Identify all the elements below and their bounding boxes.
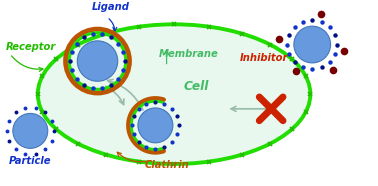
Circle shape [294,26,331,63]
Text: Inhibitor: Inhibitor [240,53,288,63]
Circle shape [77,41,118,81]
Text: Particle: Particle [9,156,51,166]
Circle shape [138,108,173,143]
Circle shape [13,113,48,148]
Ellipse shape [38,24,310,164]
Text: Membrane: Membrane [159,49,219,59]
Text: Ligand: Ligand [91,2,130,12]
Text: Cell: Cell [184,81,209,93]
Text: Clathrin: Clathrin [144,160,189,170]
Text: Receptor: Receptor [6,42,56,52]
